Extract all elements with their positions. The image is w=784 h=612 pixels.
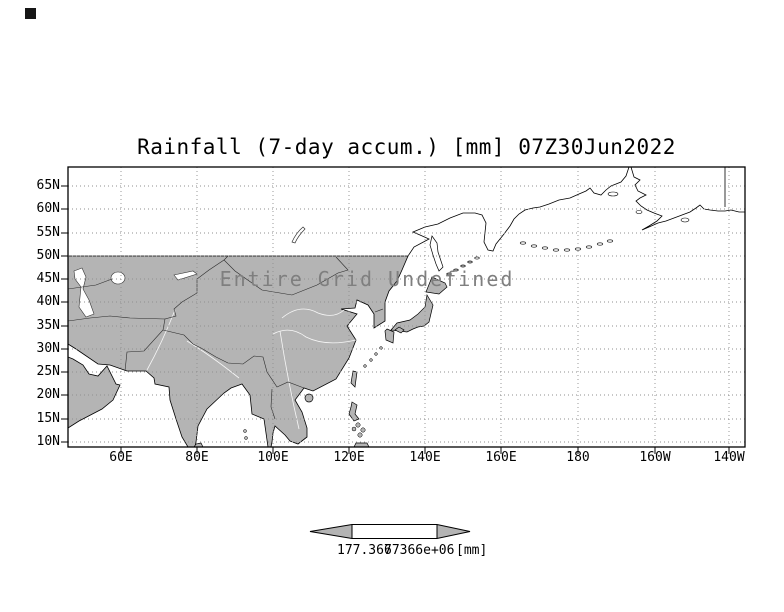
lat-tick-label: 35N bbox=[36, 318, 60, 333]
colorbar bbox=[309, 524, 471, 539]
lat-tick-label: 15N bbox=[36, 411, 60, 426]
lon-tick-label: 60E bbox=[109, 450, 133, 465]
lakes-layer bbox=[73, 226, 306, 318]
lon-tick-label: 160W bbox=[639, 450, 671, 465]
lat-tick-label: 65N bbox=[36, 178, 60, 193]
lat-tick-label: 45N bbox=[36, 271, 60, 286]
lat-tick-label: 60N bbox=[36, 201, 60, 216]
lat-tick-label: 30N bbox=[36, 341, 60, 356]
lon-tick-label: 120E bbox=[333, 450, 365, 465]
lon-tick-label: 140E bbox=[409, 450, 441, 465]
borders-layer bbox=[68, 255, 384, 420]
colorbar-value-label: 77366e+06 bbox=[384, 543, 455, 558]
gridlines-layer bbox=[68, 167, 745, 447]
colorbar-unit-label: [mm] bbox=[456, 543, 488, 558]
map-frame bbox=[67, 166, 746, 448]
undefined-grid-message: Entire Grid Undefined bbox=[219, 267, 515, 291]
lat-tick-label: 20N bbox=[36, 387, 60, 402]
lat-tick-label: 25N bbox=[36, 364, 60, 379]
lat-tick-label: 50N bbox=[36, 248, 60, 263]
north-coastlines-layer bbox=[407, 167, 745, 272]
lat-tick-label: 55N bbox=[36, 225, 60, 240]
lon-tick-label: 180 bbox=[566, 450, 590, 465]
lon-tick-label: 160E bbox=[485, 450, 517, 465]
lon-tick-label: 80E bbox=[185, 450, 209, 465]
rivers-layer bbox=[146, 308, 357, 430]
lat-tick-label: 40N bbox=[36, 294, 60, 309]
land-layer bbox=[68, 255, 480, 447]
colorbar-value-label: 177.366 bbox=[337, 543, 392, 558]
lon-tick-label: 140W bbox=[713, 450, 745, 465]
screen-artifact bbox=[25, 8, 36, 19]
axis-ticks bbox=[61, 185, 730, 454]
lat-tick-label: 10N bbox=[36, 434, 60, 449]
lon-tick-label: 100E bbox=[257, 450, 289, 465]
plot-title: Rainfall (7-day accum.) [mm] 07Z30Jun202… bbox=[137, 135, 676, 159]
